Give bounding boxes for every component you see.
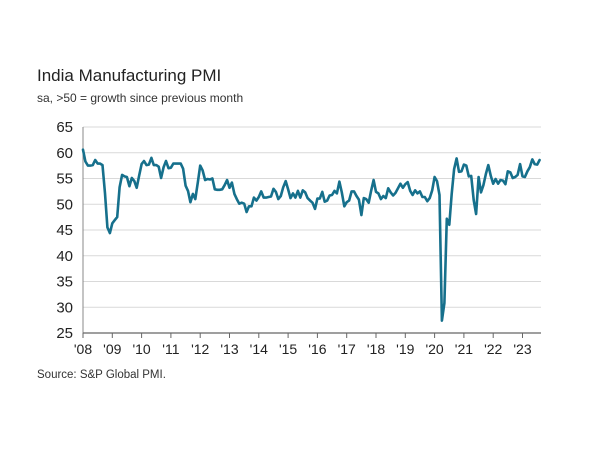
x-tick-label: '13: [220, 341, 238, 357]
x-tick-label: '23: [513, 341, 531, 357]
x-tick-label: '16: [308, 341, 326, 357]
x-tick-label: '14: [250, 341, 268, 357]
x-tick-label: '20: [425, 341, 443, 357]
y-tick-label: 40: [56, 248, 73, 265]
chart-subtitle: sa, >50 = growth since previous month: [37, 91, 244, 105]
y-tick-label: 30: [56, 299, 73, 316]
x-tick-label: '17: [338, 341, 356, 357]
x-tick-label: '10: [132, 341, 150, 357]
chart-source: Source: S&P Global PMI.: [37, 369, 166, 381]
x-tick-label: '09: [103, 341, 121, 357]
y-tick-label: 35: [56, 274, 73, 291]
chart-title: India Manufacturing PMI: [37, 66, 222, 85]
y-tick-label: 65: [56, 119, 73, 136]
x-tick-label: '11: [162, 341, 179, 357]
y-tick-label: 45: [56, 222, 73, 239]
x-tick-label: '18: [367, 341, 385, 357]
y-tick-label: 55: [56, 171, 73, 188]
x-tick-label: '19: [396, 341, 414, 357]
pmi-series-line: [81, 148, 541, 322]
y-tick-label: 25: [56, 325, 73, 342]
x-tick-label: '12: [191, 341, 209, 357]
x-tick-label: '22: [484, 341, 502, 357]
x-tick-label: '21: [455, 341, 473, 357]
y-tick-label: 50: [56, 196, 73, 213]
x-tick-label: '08: [74, 341, 92, 357]
y-tick-label: 60: [56, 145, 73, 162]
x-tick-label: '15: [279, 341, 297, 357]
